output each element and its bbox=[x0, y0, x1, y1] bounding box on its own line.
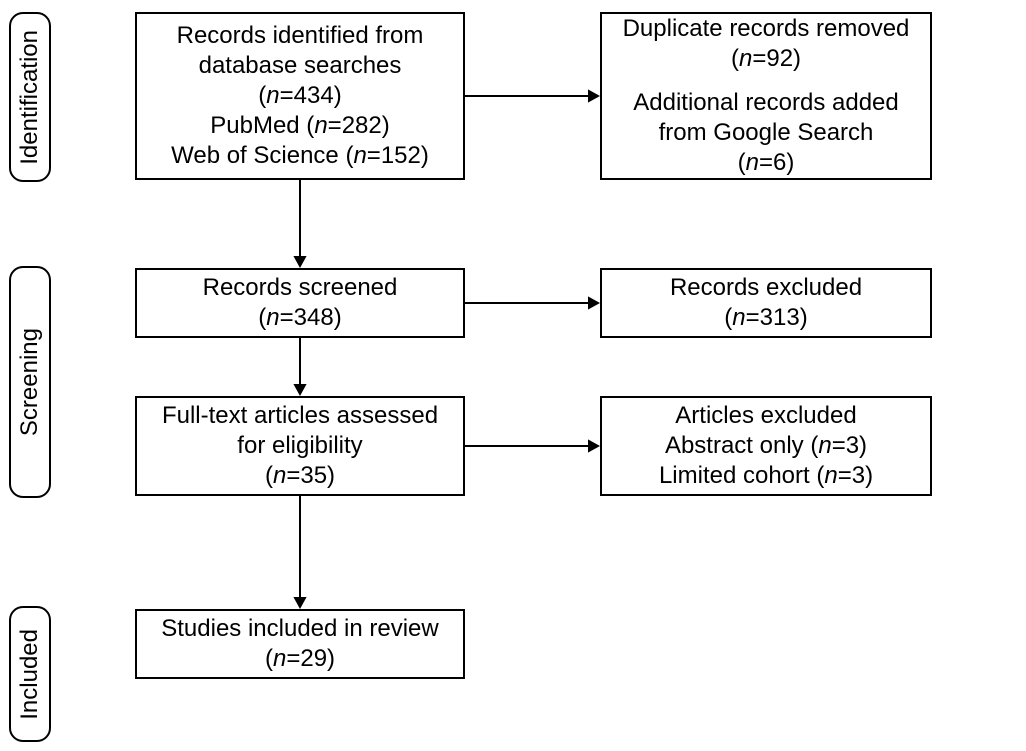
box-studies-included: Studies included in review(n=29) bbox=[135, 609, 465, 679]
stage-label-screening: Screening bbox=[9, 266, 51, 498]
box-full-text-assessed: Full-text articles assessedfor eligibili… bbox=[135, 396, 465, 496]
box-records-excluded: Records excluded(n=313) bbox=[600, 268, 932, 338]
stage-label-included: Included bbox=[9, 606, 51, 742]
box-duplicate-records-removed: Duplicate records removed(n=92) Addition… bbox=[600, 12, 932, 180]
prisma-flow-diagram: Identification Screening Included Record… bbox=[0, 0, 1026, 751]
box-articles-excluded: Articles excludedAbstract only (n=3)Limi… bbox=[600, 396, 932, 496]
box-records-identified: Records identified fromdatabase searches… bbox=[135, 12, 465, 180]
stage-label-identification: Identification bbox=[9, 12, 51, 182]
box-records-screened: Records screened(n=348) bbox=[135, 268, 465, 338]
